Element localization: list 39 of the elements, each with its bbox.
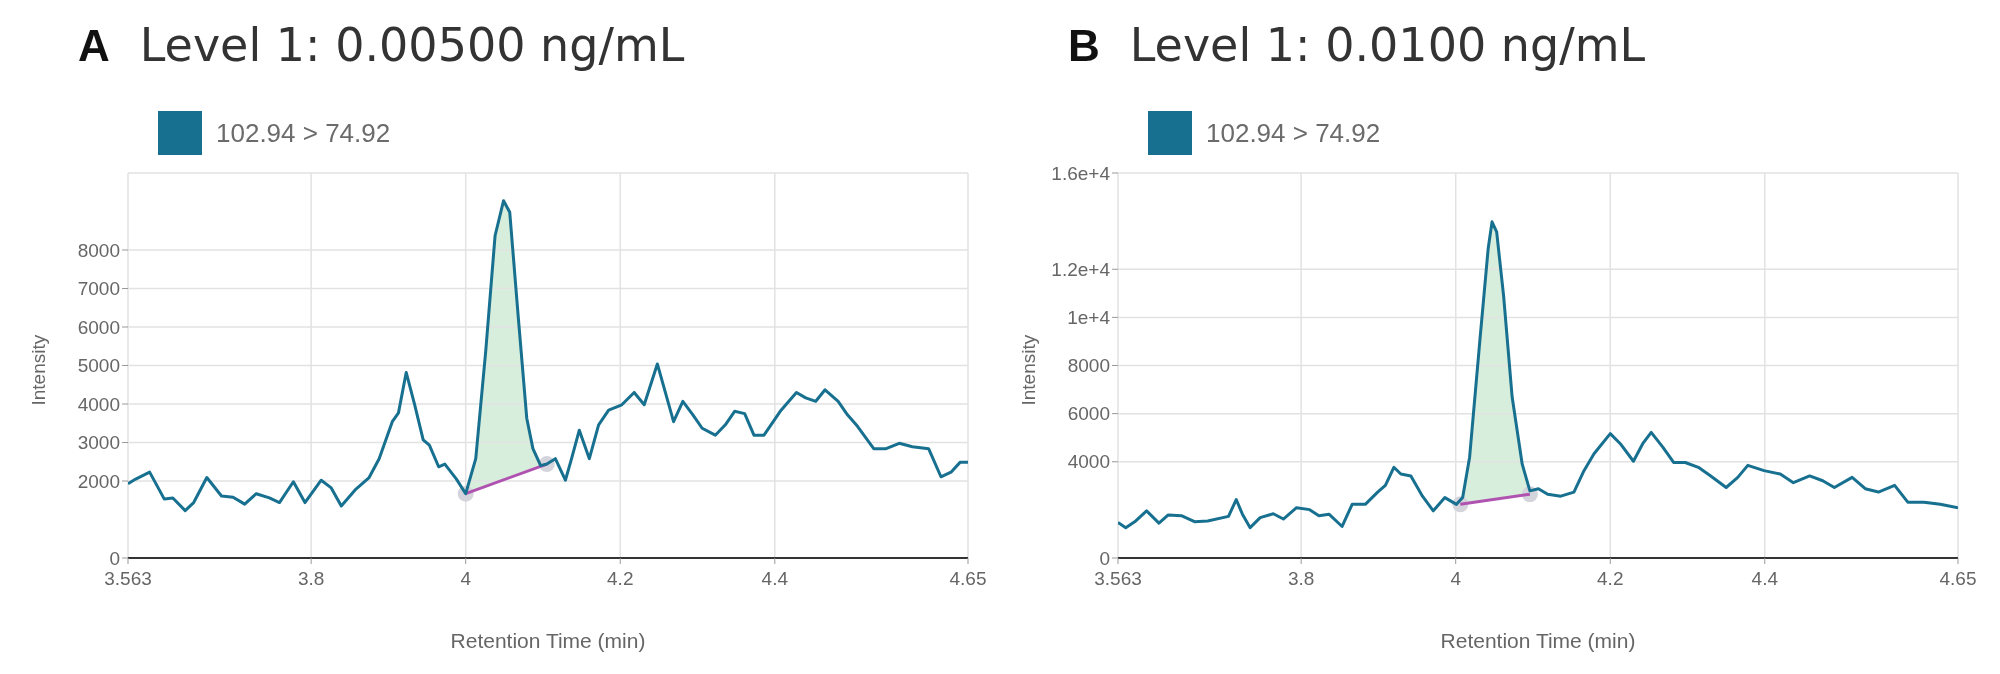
x-tick-label: 4.4 [1751, 568, 1779, 590]
x-tick-label: 4 [460, 568, 472, 590]
x-tick-label: 4.2 [607, 568, 634, 590]
legend-label: 102.94 > 74.92 [1206, 117, 1381, 149]
y-tick-label: 1e+4 [1067, 307, 1111, 329]
y-tick-label: 1.2e+4 [1051, 258, 1111, 280]
y-axis-title: Intensity [27, 334, 49, 406]
x-axis-title: Retention Time (min) [1440, 629, 1636, 652]
y-tick-label: 8000 [1067, 355, 1110, 377]
y-tick-label: 4000 [77, 393, 120, 415]
y-tick-label: 2000 [77, 470, 120, 492]
chart-title: Level 1: 0.00500 ng/mL [139, 18, 685, 72]
y-tick-label: 4000 [1067, 451, 1110, 473]
y-tick-label: 6000 [1067, 403, 1110, 425]
y-tick-label: 1.6e+4 [1051, 162, 1111, 184]
x-tick-label: 3.8 [1287, 568, 1315, 590]
x-tick-label: 4 [1450, 568, 1462, 590]
y-tick-label: 8000 [77, 239, 120, 261]
y-tick-label: 0 [1099, 547, 1110, 569]
line-series [1118, 220, 1958, 530]
x-tick-label: 4.2 [1597, 568, 1624, 590]
x-axis-title: Retention Time (min) [450, 629, 646, 652]
x-tick-label: 4.65 [949, 568, 987, 590]
y-tick-label: 0 [109, 547, 120, 569]
y-tick-label: 7000 [77, 278, 120, 300]
x-tick-label: 3.8 [297, 568, 325, 590]
line-series [128, 199, 968, 513]
x-tick-label: 3.563 [104, 568, 152, 590]
x-tick-label: 4.65 [1939, 568, 1977, 590]
chart-title: Level 1: 0.0100 ng/mL [1129, 18, 1646, 72]
x-tick-label: 4.4 [761, 568, 789, 590]
x-tick-label: 3.563 [1094, 568, 1142, 590]
text: A [78, 21, 110, 71]
legend-label: 102.94 > 74.92 [216, 117, 391, 149]
y-tick-label: 3000 [77, 432, 120, 454]
y-axis-title: Intensity [1017, 334, 1039, 406]
y-tick-label: 6000 [77, 316, 120, 338]
text: B [1068, 21, 1100, 71]
y-tick-label: 5000 [77, 355, 120, 377]
